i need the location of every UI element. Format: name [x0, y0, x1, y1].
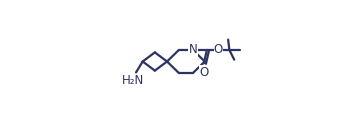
Text: O: O: [199, 66, 209, 78]
Text: O: O: [214, 43, 223, 56]
Text: H₂N: H₂N: [122, 74, 144, 87]
Text: N: N: [189, 43, 197, 56]
